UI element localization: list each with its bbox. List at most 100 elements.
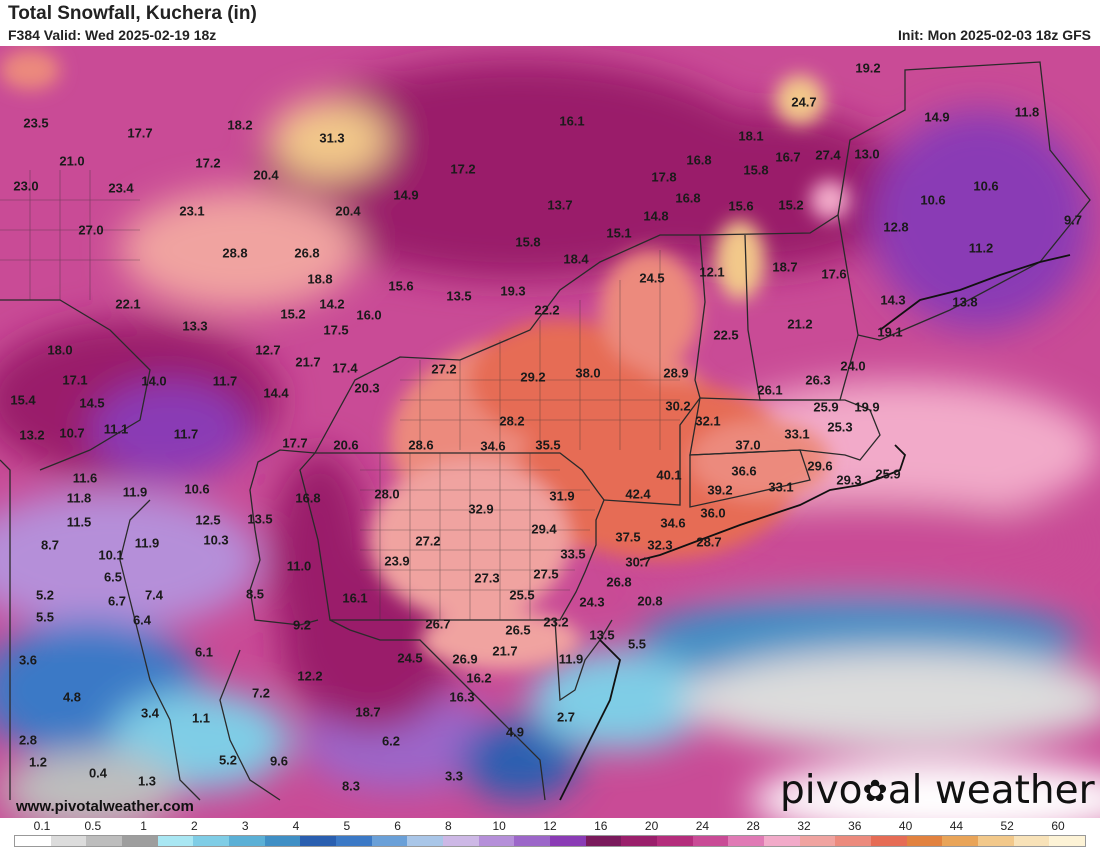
legend-swatch [728,836,765,846]
snowfall-value: 27.2 [415,533,440,548]
snowfall-value: 7.4 [145,587,164,602]
snowfall-value: 10.6 [184,481,209,496]
snowfall-value: 16.8 [675,190,700,205]
snowfall-value: 17.2 [450,161,475,176]
snowfall-value: 25.3 [827,419,852,434]
snowfall-value: 33.5 [560,546,585,561]
snowfall-value: 26.3 [805,372,830,387]
snowfall-value: 2.8 [19,732,37,747]
snowfall-value: 3.6 [19,652,37,667]
snowfall-value: 6.2 [382,733,400,748]
snowfall-value: 26.8 [294,245,319,260]
snowfall-value: 1.2 [29,754,47,769]
snowfall-value: 19.2 [855,60,880,75]
legend-swatch [1049,836,1086,846]
map-canvas: 23.5 17.7 18.2 31.3 16.1 19.2 24.7 14.9 11.8 21.0… [0,46,1100,818]
snowfall-value: 31.3 [319,130,344,145]
snowfall-value: 8.5 [246,586,264,601]
snowfall-value: 10.7 [59,425,84,440]
snowfall-value: 3.4 [141,705,160,720]
snowfall-value: 28.0 [374,486,399,501]
color-legend: 0.1 0.5 1 2 3 4 5 6 8 10 12 16 20 24 28 32 36 40 44 52 60 [14,818,1086,850]
snowfall-value: 34.6 [660,515,685,530]
snowfall-value: 40.1 [656,467,681,482]
snowfall-value: 6.7 [108,593,126,608]
snowfall-value: 4.8 [63,689,81,704]
snowfall-value: 20.4 [335,203,361,218]
snowfall-value: 19.1 [877,324,902,339]
snowfall-value: 24.7 [791,94,816,109]
snowfall-value: 24.5 [397,650,422,665]
snowfall-value: 24.5 [639,270,664,285]
snowfall-value: 13.7 [547,197,572,212]
snowfall-value: 29.6 [807,458,832,473]
website-url[interactable]: www.pivotalweather.com [16,798,194,815]
legend-swatch [336,836,372,846]
snowfall-value: 11.9 [559,651,584,666]
snowfall-value: 10.6 [973,178,998,193]
legend-swatch [371,836,408,846]
snowfall-value: 7.2 [252,685,270,700]
legend-tick-label: 4 [292,819,300,833]
snowfall-value: 13.8 [952,294,977,309]
snowfall-value: 15.2 [778,197,803,212]
snowfall-value: 29.2 [520,369,545,384]
snowfall-value: 27.4 [815,147,841,162]
snowfall-value: 26.1 [757,382,782,397]
snowfall-value: 11.0 [287,558,312,573]
snowfall-value: 11.7 [174,426,199,441]
pivotal-weather-logo: pivo✿al weather [780,768,1095,813]
legend-tick-label: 44 [949,819,964,833]
snowfall-value: 18.4 [563,251,589,266]
snowfall-value: 20.6 [333,437,358,452]
snowfall-value: 18.7 [772,259,797,274]
legend-tick-label: 12 [543,819,557,833]
snowfall-value: 11.9 [123,484,148,499]
snowfall-value: 12.8 [883,219,908,234]
snowfall-value: 26.8 [606,574,631,589]
snowfall-value: 19.9 [854,399,879,414]
snowfall-value: 17.4 [332,360,358,375]
snowfall-value: 8.3 [342,778,360,793]
legend-tick-label: 36 [848,819,862,833]
snowfall-value: 13.3 [182,318,207,333]
snowfall-value: 42.4 [625,486,651,501]
snowfall-value: 39.2 [707,482,732,497]
snowfall-value: 16.3 [449,689,474,704]
snowfall-value: 23.0 [13,178,38,193]
boundaries [0,61,1091,801]
snowfall-value: 11.8 [67,490,92,505]
snowfall-value: 17.8 [651,169,676,184]
snowfall-value: 19.3 [500,283,525,298]
snowfall-value: 28.6 [408,437,433,452]
snowfall-value: 11.8 [1015,104,1040,119]
snowfall-value: 6.5 [104,569,122,584]
legend-swatch [978,836,1014,846]
snowfall-value: 16.8 [686,152,711,167]
snowfall-value: 14.2 [319,296,344,311]
snowfall-value: 25.9 [875,466,900,481]
snowfall-value: 20.3 [354,380,379,395]
snowfall-value: 14.9 [924,109,949,124]
snowfall-value: 26.9 [452,651,477,666]
snowfall-value: 12.7 [255,342,280,357]
snowfall-value: 22.2 [534,302,559,317]
snowfall-value: 22.5 [713,327,738,342]
legend-swatch [407,836,444,846]
snowfall-value: 27.0 [78,222,103,237]
snowfall-value: 15.6 [728,198,753,213]
snowfall-value: 23.4 [108,180,134,195]
snowfall-value: 2.7 [557,709,575,724]
snowfall-value: 34.6 [480,438,505,453]
snowfall-value: 25.5 [509,587,534,602]
legend-swatch [193,836,230,846]
snowfall-map[interactable]: 23.5 17.7 18.2 31.3 16.1 19.2 24.7 14.9 11.8 21.0… [0,46,1100,818]
snowfall-value: 1.1 [192,710,210,725]
legend-tick-label: 24 [695,819,710,833]
snowfall-value: 12.5 [195,512,220,527]
snowfall-value: 36.0 [700,505,725,520]
snowfall-value: 4.9 [506,724,524,739]
snowfall-value: 0.4 [89,765,108,780]
snowfall-value: 9.7 [1064,212,1082,227]
legend-tick-label: 5 [343,819,351,833]
